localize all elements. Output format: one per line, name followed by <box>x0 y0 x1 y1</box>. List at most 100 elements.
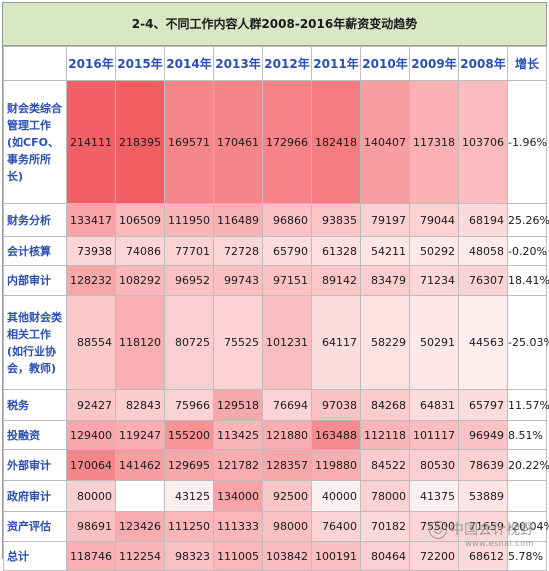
row-label: 政府审计 <box>3 480 67 512</box>
row-label: 内部审计 <box>3 265 67 296</box>
watermark-logo-icon <box>429 521 447 539</box>
salary-cell: 70182 <box>360 511 410 542</box>
salary-cell: 113425 <box>213 420 263 450</box>
row-label: 财务分析 <box>3 203 67 237</box>
growth-cell: 25.26% <box>507 203 549 237</box>
salary-cell: 111250 <box>164 511 214 542</box>
salary-cell <box>115 480 165 512</box>
row-label: 会计核算 <box>3 236 67 266</box>
salary-cell: 96860 <box>262 203 312 237</box>
salary-cell: 50291 <box>409 295 459 390</box>
salary-cell: 128357 <box>262 449 312 481</box>
salary-cell: 74086 <box>115 236 165 266</box>
salary-cell: 99743 <box>213 265 263 296</box>
salary-cell: 79044 <box>409 203 459 237</box>
salary-cell: 41375 <box>409 480 459 512</box>
salary-cell: 98323 <box>164 541 214 571</box>
salary-cell: 73938 <box>66 236 116 266</box>
salary-cell: 97038 <box>311 389 361 421</box>
salary-cell: 92500 <box>262 480 312 512</box>
salary-cell: 116489 <box>213 203 263 237</box>
salary-cell: 128232 <box>66 265 116 296</box>
growth-cell: -20.04% <box>507 511 549 542</box>
row-label: 外部审计 <box>3 449 67 481</box>
salary-cell: 182418 <box>311 80 361 204</box>
salary-cell: 89142 <box>311 265 361 296</box>
growth-cell: 20.22% <box>507 449 549 481</box>
salary-cell: 133417 <box>66 203 116 237</box>
salary-cell: 121880 <box>262 420 312 450</box>
salary-cell: 93835 <box>311 203 361 237</box>
salary-cell: 172966 <box>262 80 312 204</box>
salary-cell: 50292 <box>409 236 459 266</box>
salary-cell: 96949 <box>458 420 508 450</box>
table-row: 税务 92427 82843 75966 129518 76694 97038 84268 64… <box>3 389 549 421</box>
table-title: 2-4、不同工作内容人群2008-2016年薪资变动趋势 <box>3 3 546 46</box>
table-row: 外部审计 170064 141462 129695 121782 128357 119880… <box>3 449 549 481</box>
salary-cell: 112254 <box>115 541 165 571</box>
salary-cell: 141462 <box>115 449 165 481</box>
salary-cell: 119880 <box>311 449 361 481</box>
salary-cell: 111950 <box>164 203 214 237</box>
salary-cell: 121782 <box>213 449 263 481</box>
salary-cell: 96952 <box>164 265 214 296</box>
salary-cell: 129518 <box>213 389 263 421</box>
table-row: 其他财会类相关工作(如行业协会，教师) 88554 118120 80725 75525… <box>3 295 549 390</box>
table-row: 投融资 129400 119247 155200 113425 121880 163488 1… <box>3 420 547 450</box>
salary-cell: 65797 <box>458 389 508 421</box>
salary-cell: 75525 <box>213 295 263 390</box>
salary-cell: 117318 <box>409 80 459 204</box>
column-header-growth: 增长 <box>507 46 547 81</box>
salary-cell: 80530 <box>409 449 459 481</box>
growth-cell: -25.03% <box>507 295 549 390</box>
salary-cell: 106509 <box>115 203 165 237</box>
row-label: 资产评估 <box>3 511 67 542</box>
salary-cell: 65790 <box>262 236 312 266</box>
salary-cell: 64117 <box>311 295 361 390</box>
column-header-year: 2009年 <box>409 46 459 81</box>
salary-cell: 80725 <box>164 295 214 390</box>
salary-cell: 163488 <box>311 420 361 450</box>
salary-cell: 103842 <box>262 541 312 571</box>
salary-cell: 88554 <box>66 295 116 390</box>
growth-cell: 11.57% <box>507 389 549 421</box>
column-header-year: 2011年 <box>311 46 361 81</box>
row-label: 财会类综合管理工作(如CFO、事务所所长) <box>3 80 67 204</box>
corner-cell <box>3 46 67 81</box>
growth-cell: 8.51% <box>507 420 547 450</box>
salary-cell: 108292 <box>115 265 165 296</box>
salary-cell: 82843 <box>115 389 165 421</box>
salary-cell: 77701 <box>164 236 214 266</box>
salary-cell: 98691 <box>66 511 116 542</box>
salary-cell: 53889 <box>458 480 508 512</box>
column-header-year: 2015年 <box>115 46 165 81</box>
salary-cell: 118120 <box>115 295 165 390</box>
salary-cell: 83479 <box>360 265 410 296</box>
row-label: 总计 <box>3 541 67 571</box>
growth-cell: 18.41% <box>507 265 549 296</box>
column-header-year: 2014年 <box>164 46 214 81</box>
salary-cell: 43125 <box>164 480 214 512</box>
salary-cell: 68194 <box>458 203 508 237</box>
salary-cell: 44563 <box>458 295 508 390</box>
salary-cell: 80000 <box>66 480 116 512</box>
row-label: 税务 <box>3 389 67 421</box>
salary-cell: 76694 <box>262 389 312 421</box>
salary-cell: 71234 <box>409 265 459 296</box>
column-header-year: 2016年 <box>66 46 116 81</box>
row-label: 投融资 <box>3 420 67 450</box>
salary-cell: 218395 <box>115 80 165 204</box>
salary-cell: 54211 <box>360 236 410 266</box>
salary-cell: 61328 <box>311 236 361 266</box>
salary-cell: 155200 <box>164 420 214 450</box>
table-row: 会计核算 73938 74086 77701 72728 65790 61328 54211 5… <box>3 236 547 266</box>
salary-cell: 123426 <box>115 511 165 542</box>
salary-cell: 79197 <box>360 203 410 237</box>
salary-cell: 97151 <box>262 265 312 296</box>
salary-table: 2016年 2015年 2014年 2013年 2012年 2011年 2010年 2009年… <box>3 46 549 571</box>
salary-cell: 75966 <box>164 389 214 421</box>
salary-cell: 80464 <box>360 541 410 571</box>
salary-cell: 169571 <box>164 80 214 204</box>
salary-cell: 129695 <box>164 449 214 481</box>
